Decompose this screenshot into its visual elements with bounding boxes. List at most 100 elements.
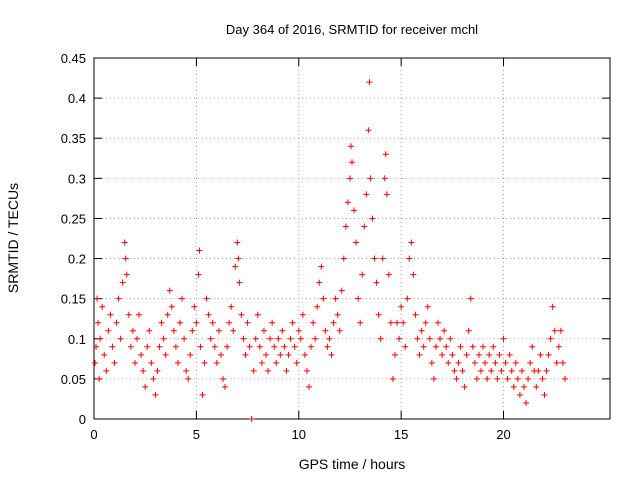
data-point: [412, 311, 419, 318]
data-point: [336, 327, 343, 334]
data-point: [535, 367, 542, 374]
data-point: [191, 303, 198, 310]
data-point: [196, 247, 203, 254]
data-point: [105, 327, 112, 334]
data-point: [246, 343, 253, 350]
data-point: [396, 335, 403, 342]
data-point: [510, 383, 517, 390]
data-point: [420, 343, 427, 350]
data-point: [426, 335, 433, 342]
data-point: [156, 343, 163, 350]
data-point: [424, 303, 431, 310]
data-point: [353, 239, 360, 246]
data-point: [392, 351, 398, 358]
data-point: [303, 367, 310, 374]
data-point: [260, 327, 267, 334]
data-point: [265, 367, 272, 374]
data-point: [160, 335, 167, 342]
data-point: [365, 127, 372, 134]
data-point: [273, 359, 280, 366]
data-point: [469, 343, 476, 350]
data-point: [361, 223, 368, 230]
data-point: [301, 351, 308, 358]
data-point: [547, 335, 554, 342]
data-point: [551, 327, 558, 334]
data-point: [363, 191, 370, 198]
data-point: [238, 311, 245, 318]
data-point: [557, 327, 564, 334]
x-axis-label: GPS time / hours: [299, 456, 406, 472]
data-point: [441, 327, 448, 334]
data-point: [121, 239, 128, 246]
data-point: [92, 359, 99, 366]
data-point: [437, 335, 444, 342]
data-point: [97, 335, 104, 342]
data-point: [285, 351, 292, 358]
data-point: [277, 351, 284, 358]
data-point: [545, 351, 552, 358]
data-point: [217, 351, 224, 358]
data-point: [344, 199, 351, 206]
data-point: [523, 399, 530, 406]
data-point: [383, 191, 390, 198]
data-point: [179, 295, 186, 302]
y-tick-label: 0.35: [61, 131, 86, 146]
data-point: [170, 327, 177, 334]
data-point: [109, 343, 116, 350]
data-point: [242, 351, 249, 358]
data-point: [334, 311, 341, 318]
data-point: [394, 319, 401, 326]
data-point: [101, 351, 108, 358]
data-point: [244, 319, 251, 326]
data-point: [553, 359, 560, 366]
data-point: [183, 367, 190, 374]
data-point: [346, 175, 353, 182]
data-point: [435, 319, 441, 326]
x-tick-labels: 0 5 10 15 20: [90, 427, 510, 442]
data-point: [226, 319, 233, 326]
y-axis-label: SRMTID / TECUs: [5, 183, 21, 293]
data-point: [455, 359, 462, 366]
data-point: [312, 335, 319, 342]
data-point: [498, 367, 505, 374]
data-point: [318, 263, 325, 270]
data-point: [275, 335, 282, 342]
x-tick-label: 15: [394, 427, 408, 442]
data-point: [205, 311, 212, 318]
data-point: [340, 255, 347, 262]
data-point: [125, 311, 132, 318]
data-point: [299, 311, 306, 318]
data-point: [385, 271, 392, 278]
data-point: [539, 375, 546, 382]
data-point: [543, 367, 550, 374]
data-point: [256, 343, 263, 350]
data-point: [500, 335, 507, 342]
data-point: [443, 343, 450, 350]
data-point: [113, 319, 120, 326]
data-point: [289, 319, 296, 326]
data-point: [146, 327, 153, 334]
data-point: [379, 255, 386, 262]
data-point: [252, 335, 259, 342]
data-point: [207, 335, 214, 342]
data-point: [447, 335, 454, 342]
data-point: [279, 327, 286, 334]
y-tick-label: 0.15: [61, 292, 86, 307]
data-point: [310, 319, 317, 326]
data-point: [172, 343, 179, 350]
data-point: [445, 359, 452, 366]
data-point: [418, 327, 425, 334]
data-point: [122, 255, 129, 262]
data-point: [281, 343, 288, 350]
data-point: [95, 319, 102, 326]
data-point: [428, 359, 435, 366]
y-tick-label: 0.1: [68, 332, 86, 347]
data-point: [432, 343, 439, 350]
data-point: [193, 319, 200, 326]
y-tick-label: 0.2: [68, 252, 86, 267]
data-point: [502, 359, 509, 366]
data-point: [189, 327, 196, 334]
data-point: [475, 351, 482, 358]
data-point: [398, 303, 405, 310]
data-point: [527, 359, 534, 366]
